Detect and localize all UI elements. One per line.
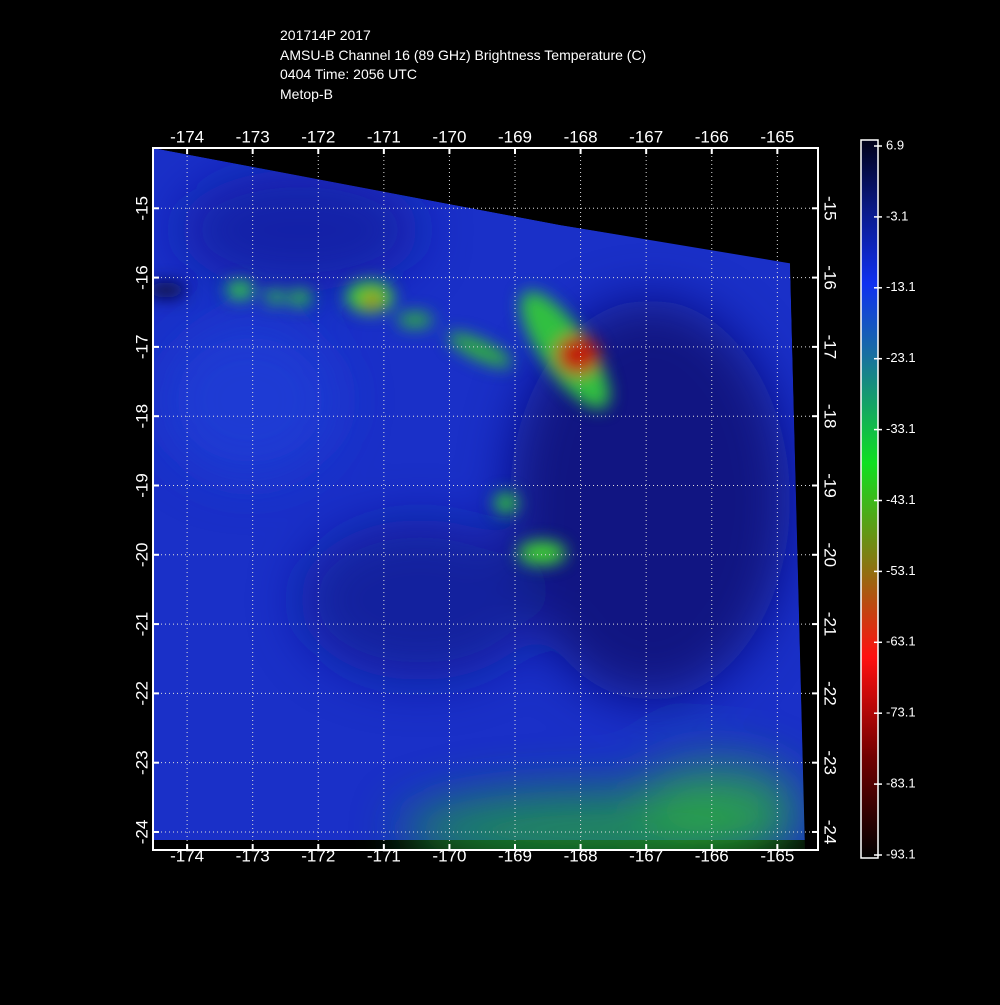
x-tick-label: -171 [367, 127, 401, 146]
y-tick-label: -24 [821, 820, 840, 845]
y-tick-label: -17 [132, 335, 151, 360]
y-tick-label: -16 [132, 265, 151, 290]
grid [153, 148, 818, 850]
colorbar-label: -43.1 [886, 492, 916, 507]
x-tick-label: -171 [367, 846, 401, 865]
y-tick-label: -23 [132, 750, 151, 775]
x-tick-label: -167 [629, 127, 663, 146]
map-frame [152, 147, 819, 851]
x-tick-label: -170 [432, 846, 466, 865]
colorbar-label: -83.1 [886, 776, 916, 791]
colorbar-label: -13.1 [886, 279, 916, 294]
header: 201714P 2017 AMSU-B Channel 16 (89 GHz) … [280, 27, 646, 102]
x-tick-label: -172 [301, 846, 335, 865]
x-tick-label: -173 [236, 127, 270, 146]
x-tick-label: -167 [629, 846, 663, 865]
y-tick-label: -15 [132, 196, 151, 221]
x-tick-label: -174 [170, 127, 204, 146]
colorbar-label: -33.1 [886, 421, 916, 436]
colorbar-label: -63.1 [886, 634, 916, 649]
y-tick-label: -20 [132, 542, 151, 567]
imagery [153, 148, 818, 850]
y-tick-label: -21 [821, 612, 840, 637]
y-tick-label: -20 [821, 542, 840, 567]
x-tick-label: -169 [498, 127, 532, 146]
y-tick-label: -18 [132, 404, 151, 429]
y-tick-label: -19 [132, 473, 151, 498]
colorbar-label: -53.1 [886, 563, 916, 578]
y-tick-label: -15 [821, 196, 840, 221]
x-tick-label: -172 [301, 127, 335, 146]
colorbar-label: -3.1 [886, 208, 908, 223]
y-tick-label: -22 [821, 681, 840, 706]
x-tick-label: -173 [236, 846, 270, 865]
colorbar-label: -23.1 [886, 350, 916, 365]
x-tick-label: -165 [760, 127, 794, 146]
header-line: Metop-B [280, 86, 333, 102]
x-tick-label: -166 [695, 846, 729, 865]
x-tick-label: -169 [498, 846, 532, 865]
y-tick-label: -19 [821, 473, 840, 498]
y-tick-label: -18 [821, 404, 840, 429]
y-tick-label: -16 [821, 265, 840, 290]
no-data [790, 262, 818, 850]
y-tick-label: -21 [132, 612, 151, 637]
x-tick-label: -174 [170, 846, 204, 865]
y-tick-label: -23 [821, 750, 840, 775]
y-tick-label: -17 [821, 335, 840, 360]
colorbar-label: -73.1 [886, 705, 916, 720]
x-tick-label: -168 [564, 127, 598, 146]
x-tick-label: -166 [695, 127, 729, 146]
colorbar-label: 6.9 [886, 137, 904, 152]
x-tick-label: -165 [760, 846, 794, 865]
header-line: AMSU-B Channel 16 (89 GHz) Brightness Te… [280, 47, 646, 63]
header-line: 201714P 2017 [280, 27, 371, 43]
y-tick-label: -24 [132, 820, 151, 845]
colorbar [860, 139, 879, 859]
colorbar-label: -93.1 [886, 846, 916, 861]
header-line: 0404 Time: 2056 UTC [280, 66, 417, 82]
y-tick-label: -22 [132, 681, 151, 706]
convection [153, 281, 610, 565]
x-tick-label: -168 [564, 846, 598, 865]
x-tick-label: -170 [432, 127, 466, 146]
